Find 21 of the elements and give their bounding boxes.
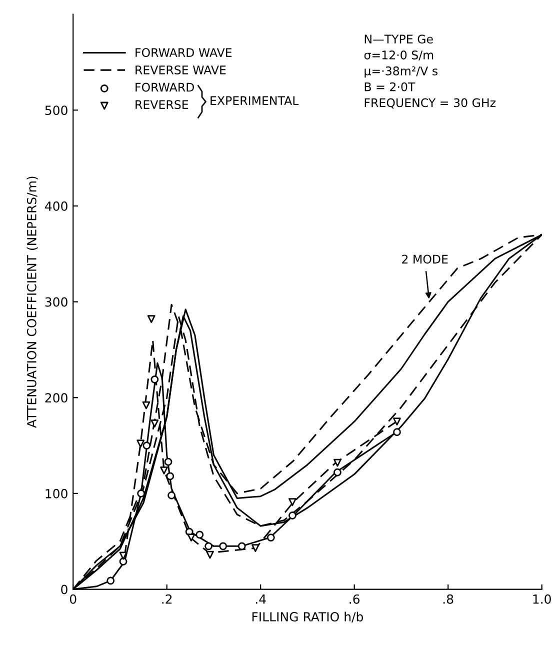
- x-axis-title: FILLING RATIO h/b: [252, 612, 364, 622]
- y-tick-label: 400: [44, 201, 68, 211]
- annotation: EXPERIMENTAL: [210, 96, 299, 105]
- legend-label: REVERSE: [136, 100, 188, 110]
- legend-label: FORWARD WAVE: [136, 48, 232, 58]
- y-tick-label: 300: [45, 297, 68, 307]
- y-tick-label: 100: [46, 488, 68, 498]
- y-tick-label: 0: [61, 584, 68, 594]
- annotation: 2 MODE: [402, 254, 448, 264]
- x-tick-label: 1.0: [533, 594, 551, 604]
- legend-label: REVERSE WAVE: [136, 65, 226, 74]
- y-tick-label: 200: [45, 393, 68, 403]
- legend-label: FORWARD: [136, 82, 194, 92]
- y-axis-title: ATTENUATION COEFFICIENT (NEPERS/m): [26, 176, 38, 428]
- x-tick-label: .4: [256, 594, 266, 604]
- x-tick-label: .2: [162, 594, 172, 604]
- x-tick-label: 0: [70, 594, 76, 604]
- annotation: N—TYPE Ge σ=12·0 S/m μ=·38m²/V s B = 2·0T FREQUENCY = 30 GHz: [364, 34, 496, 109]
- x-tick-label: .8: [443, 594, 454, 604]
- x-tick-label: .6: [350, 594, 360, 604]
- y-tick-label: 500: [45, 106, 68, 116]
